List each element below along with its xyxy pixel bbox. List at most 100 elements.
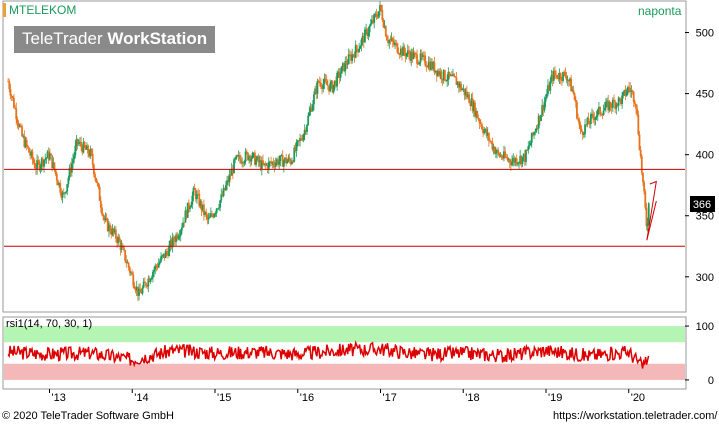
candle-body <box>263 163 266 165</box>
period-label[interactable]: naponta <box>638 4 682 18</box>
footer-url[interactable]: https://workstation.teletrader.com/ <box>553 410 718 422</box>
candle-body <box>611 99 614 108</box>
candle-body <box>377 11 380 18</box>
candle-body <box>203 204 205 215</box>
candle-body <box>300 138 303 140</box>
candle-body <box>600 114 603 116</box>
candle-body <box>10 95 13 97</box>
candle-body <box>77 143 80 145</box>
candle-body <box>504 151 507 157</box>
candle-body <box>67 177 70 185</box>
candle-body <box>21 126 23 137</box>
candle-body <box>493 146 496 154</box>
candle-body <box>372 20 374 23</box>
candle-body <box>434 70 437 73</box>
candle-body <box>264 163 267 166</box>
candle-body <box>446 80 449 82</box>
triangle-line <box>646 200 657 241</box>
candle-body <box>512 157 515 162</box>
candle-body <box>375 13 378 17</box>
candle-body <box>511 161 513 166</box>
candle-body <box>584 124 586 135</box>
candle-body <box>559 73 562 80</box>
candle-body <box>369 23 372 26</box>
candle-body <box>541 105 544 116</box>
candle-body <box>582 134 585 135</box>
candle-body <box>476 111 479 118</box>
candle-body <box>557 78 560 80</box>
candle-body <box>333 80 336 85</box>
candle-body <box>109 224 111 232</box>
rsi-oversold-band <box>4 363 685 380</box>
candle-body <box>273 164 276 167</box>
candle-body <box>79 141 81 144</box>
candle-body <box>335 80 337 87</box>
candle-body <box>262 160 264 165</box>
candle-body <box>148 278 151 282</box>
candle-body <box>220 194 223 201</box>
candle-body <box>140 292 143 294</box>
candle-body <box>171 236 174 248</box>
candle-body <box>578 119 581 125</box>
candle-body <box>631 90 634 92</box>
candle-body <box>304 129 307 132</box>
candle-body <box>193 188 196 191</box>
candle-body <box>277 159 279 165</box>
candle-body <box>154 265 157 270</box>
candle-body <box>132 274 135 286</box>
candle-body <box>544 97 547 102</box>
candle-body <box>89 149 92 157</box>
candle-body <box>306 124 308 132</box>
candle-body <box>291 161 293 165</box>
rsi-overbought-band <box>4 326 685 343</box>
candle-body <box>50 153 52 156</box>
candle-body <box>552 70 555 81</box>
candle-body <box>265 164 268 166</box>
candle-body <box>415 53 417 55</box>
last-value-label: 366 <box>693 199 711 211</box>
candle-body <box>360 39 363 47</box>
candle-body <box>105 218 108 219</box>
candle-body <box>412 52 415 59</box>
candle-body <box>59 182 62 193</box>
candle-body <box>227 180 230 183</box>
candle-body <box>284 157 286 162</box>
candle-body <box>192 188 195 196</box>
candle-body <box>622 92 625 96</box>
candle-body <box>383 26 386 28</box>
candle-body <box>101 207 103 215</box>
symbol-accent <box>3 3 6 17</box>
candle-body <box>522 153 525 157</box>
x-tick-label: '19 <box>548 392 562 404</box>
candle-body <box>288 157 291 161</box>
candle-body <box>464 91 467 96</box>
candle-body <box>499 155 502 157</box>
candle-body <box>433 61 436 73</box>
candle-body <box>640 156 643 173</box>
candle-body <box>391 38 394 42</box>
candle-body <box>471 98 474 112</box>
candle-body <box>625 92 628 96</box>
candle-body <box>303 129 306 135</box>
candle-body <box>199 201 202 207</box>
triangle-line <box>646 180 657 241</box>
candle-body <box>455 77 458 85</box>
candle-body <box>126 262 129 264</box>
candle-body <box>437 70 439 76</box>
candle-body <box>88 153 91 157</box>
candle-body <box>449 75 452 76</box>
candle-body <box>242 162 245 164</box>
candle-body <box>507 159 510 160</box>
candle-body <box>643 182 646 192</box>
candle-body <box>461 89 464 91</box>
candle-body <box>621 95 624 105</box>
candle-body <box>285 157 288 164</box>
candle-body <box>452 74 454 77</box>
candle-body <box>201 204 204 211</box>
candle-body <box>14 107 16 109</box>
candle-body <box>120 245 123 250</box>
candle-body <box>581 131 584 135</box>
candle-body <box>596 109 599 116</box>
candle-body <box>343 63 345 72</box>
candle-body <box>399 48 402 55</box>
